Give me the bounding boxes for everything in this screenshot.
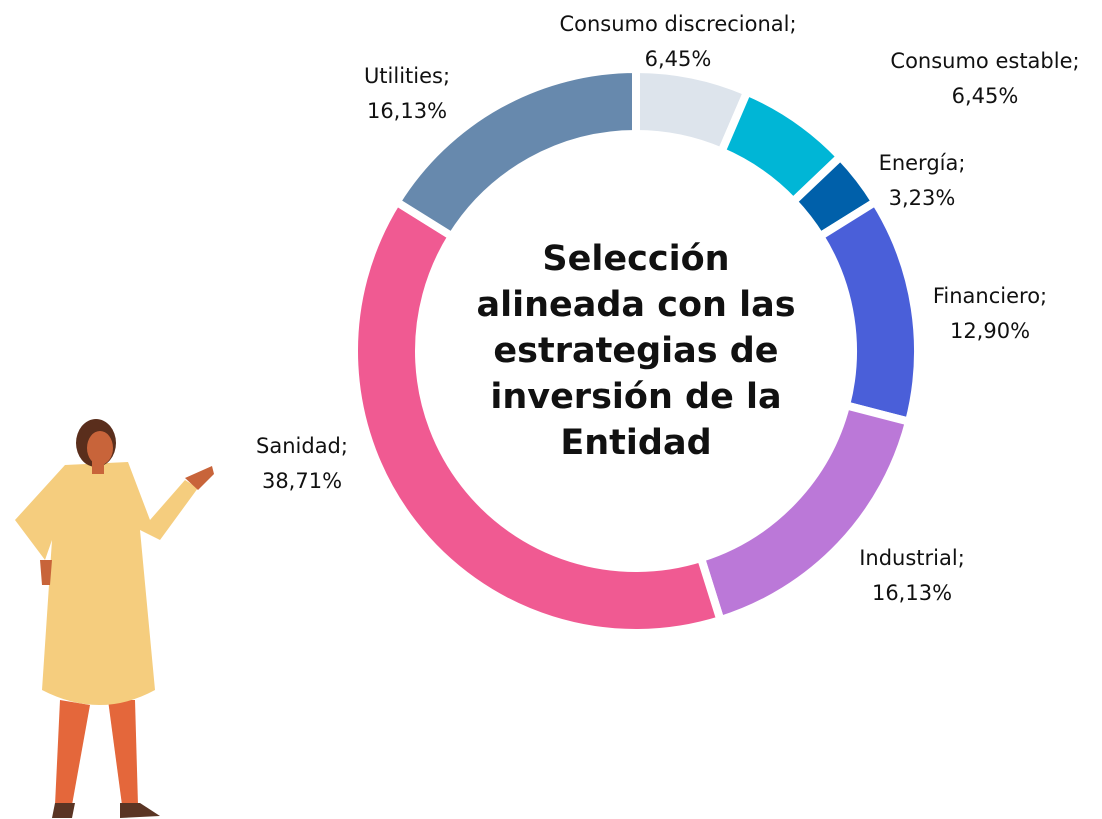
- value-label: 12,90%: [950, 319, 1030, 343]
- person-illustration: [15, 419, 214, 818]
- category-label: Energía;: [879, 151, 966, 175]
- category-label: Financiero;: [933, 284, 1047, 308]
- chart-title: Selección alineada con las estrategias d…: [466, 236, 806, 466]
- value-label: 3,23%: [889, 186, 956, 210]
- page: Consumo discrecional; 6,45% Consumo establ…: [0, 0, 1102, 819]
- donut-segment: [820, 202, 918, 422]
- category-label: Utilities;: [364, 64, 450, 88]
- value-label: 16,13%: [872, 581, 952, 605]
- value-label: 6,45%: [952, 84, 1019, 108]
- category-label: Industrial;: [859, 546, 965, 570]
- category-label: Consumo discrecional;: [559, 12, 796, 36]
- category-label: Sanidad;: [256, 434, 348, 458]
- category-label: Consumo estable;: [890, 49, 1079, 73]
- value-label: 16,13%: [367, 99, 447, 123]
- value-label: 38,71%: [262, 469, 342, 493]
- value-label: 6,45%: [645, 47, 712, 71]
- donut-segment: [397, 69, 636, 236]
